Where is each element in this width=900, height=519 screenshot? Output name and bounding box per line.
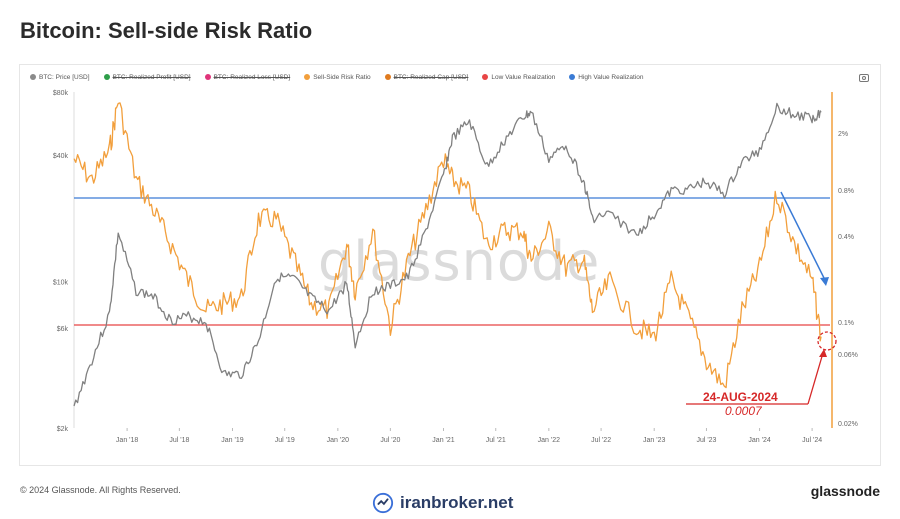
- legend-item[interactable]: Low Value Realization: [482, 74, 555, 81]
- series-line: [73, 102, 822, 407]
- x-tick-label: Jul '20: [380, 437, 400, 444]
- glassnode-logo: glassnode: [810, 483, 880, 499]
- chart-panel: [19, 64, 881, 466]
- x-tick-label: Jul '21: [486, 437, 506, 444]
- y-right-tick-label: 0.1%: [838, 320, 854, 327]
- legend-label: Low Value Realization: [491, 73, 556, 81]
- legend-dot-icon: [204, 74, 211, 80]
- legend-dot-icon: [30, 74, 36, 80]
- legend-dot-icon: [103, 74, 110, 80]
- legend-dot-icon: [304, 74, 311, 80]
- series-line: [73, 102, 822, 389]
- y-left-tick-label: $2k: [57, 426, 69, 433]
- y-left-tick-label: $6k: [57, 326, 69, 333]
- x-tick-label: Jan '23: [643, 437, 665, 444]
- iranbroker-brand[interactable]: iranbroker.net: [372, 492, 513, 514]
- legend-label: High Value Realization: [578, 73, 644, 81]
- annotation-value: 0.0007: [725, 404, 762, 418]
- y-right-tick-label: 0.06%: [838, 352, 858, 359]
- x-tick-label: Jan '24: [748, 437, 770, 444]
- red-arrowhead-icon: [819, 349, 827, 357]
- y-right-tick-label: 0.8%: [838, 188, 854, 195]
- x-tick-label: Jan '22: [538, 437, 560, 444]
- legend-item[interactable]: High Value Realization: [569, 73, 644, 81]
- blue-arrowhead-icon: [820, 277, 829, 286]
- legend-label: BTC: Realized Profit [USD]: [112, 73, 191, 81]
- legend-item[interactable]: BTC: Realized Profit [USD]: [103, 73, 191, 81]
- y-right-tick-label: 0.02%: [838, 421, 858, 428]
- annotation-circle: [817, 331, 837, 351]
- x-tick-label: Jan '19: [221, 437, 243, 444]
- legend-item[interactable]: BTC: Realized Loss [USD]: [204, 73, 291, 81]
- x-tick-label: Jul '18: [169, 437, 189, 444]
- y-right-tick-label: 2%: [838, 131, 848, 138]
- y-left-tick-label: $80k: [53, 90, 69, 97]
- camera-icon[interactable]: [859, 74, 869, 82]
- legend-label: BTC: Realized Cap [USD]: [393, 73, 469, 81]
- legend-label: BTC: Realized Loss [USD]: [213, 73, 291, 81]
- annotation-date: 24-AUG-2024: [703, 390, 778, 404]
- x-tick-label: Jan '20: [327, 437, 349, 444]
- y-left-tick-label: $40k: [53, 153, 69, 160]
- legend-label: Sell-Side Risk Ratio: [313, 73, 371, 81]
- legend-item[interactable]: Sell-Side Risk Ratio: [304, 73, 371, 81]
- x-tick-label: Jul '23: [696, 437, 716, 444]
- iranbroker-logo-icon: [372, 492, 394, 514]
- y-right-tick-label: 0.4%: [838, 234, 854, 241]
- x-tick-label: Jul '19: [275, 437, 295, 444]
- legend-item[interactable]: BTC: Realized Cap [USD]: [384, 73, 469, 81]
- chart-legend: BTC: Price [USD] BTC: Realized Profit [US…: [30, 71, 644, 83]
- legend-item[interactable]: BTC: Price [USD]: [30, 74, 90, 81]
- x-tick-label: Jan '18: [116, 437, 138, 444]
- iranbroker-text: iranbroker.net: [400, 493, 514, 512]
- copyright-text: © 2024 Glassnode. All Rights Reserved.: [20, 485, 181, 495]
- page-title: Bitcoin: Sell-side Risk Ratio: [20, 18, 313, 43]
- x-tick-label: Jul '22: [591, 437, 611, 444]
- legend-label: BTC: Price [USD]: [39, 73, 90, 81]
- x-tick-label: Jul '24: [802, 437, 822, 444]
- annotation-pointer: [807, 352, 824, 405]
- legend-dot-icon: [482, 74, 489, 80]
- legend-dot-icon: [384, 74, 391, 80]
- y-left-tick-label: $10k: [53, 279, 69, 286]
- blue-trend-arrow: [780, 191, 827, 283]
- legend-dot-icon: [569, 74, 576, 80]
- x-tick-label: Jan '21: [432, 437, 454, 444]
